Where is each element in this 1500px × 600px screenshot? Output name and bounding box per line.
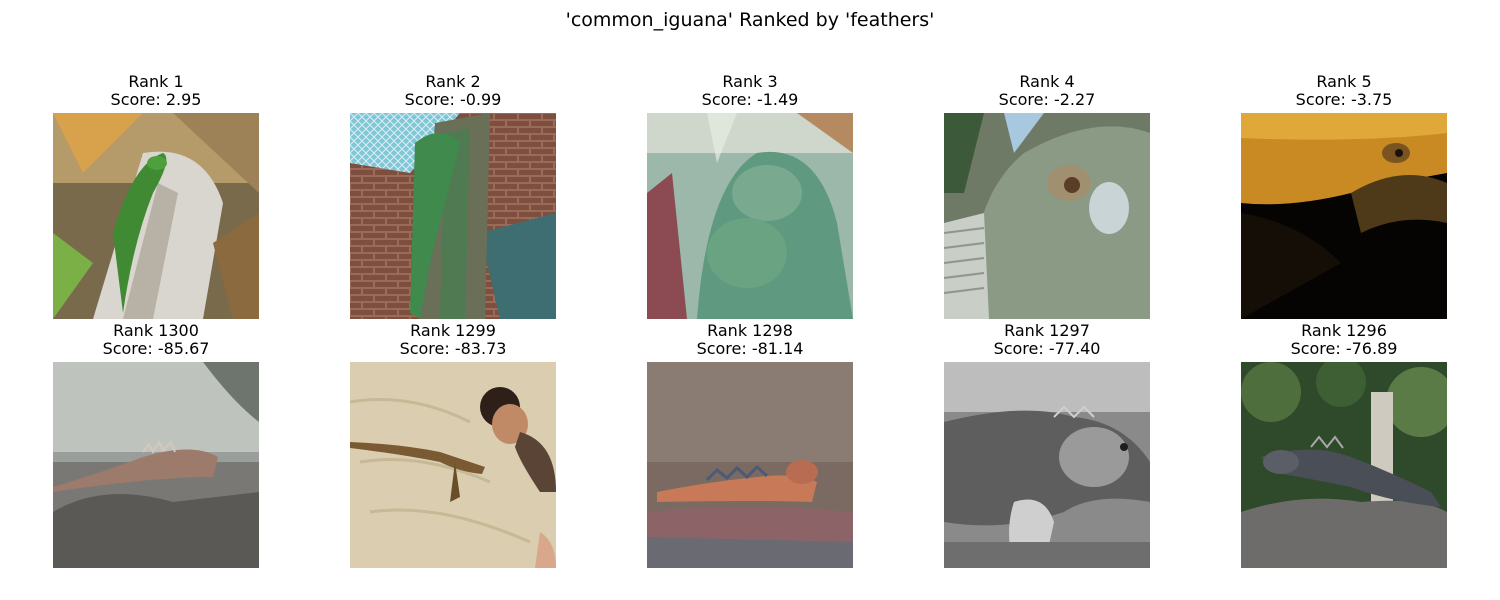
- iguana-in-glass-enclosure-image: [647, 113, 853, 319]
- result-caption: Rank 1298 Score: -81.14: [607, 322, 893, 358]
- marine-iguana-on-rock-image: [53, 362, 259, 568]
- rank-label: Rank 3: [722, 72, 778, 91]
- result-image: [53, 113, 259, 319]
- result-caption: Rank 1 Score: 2.95: [13, 73, 299, 109]
- result-image: [53, 362, 259, 568]
- iguana-on-sand-with-person-image: [350, 362, 556, 568]
- rank-label: Rank 1297: [1004, 321, 1090, 340]
- result-caption: Rank 5 Score: -3.75: [1201, 73, 1487, 109]
- rank-label: Rank 1299: [410, 321, 496, 340]
- rank-label: Rank 2: [425, 72, 481, 91]
- result-image: [350, 362, 556, 568]
- result-caption: Rank 1296 Score: -76.89: [1201, 322, 1487, 358]
- score-label: Score: -76.89: [1290, 339, 1398, 358]
- result-image: [350, 113, 556, 319]
- result-caption: Rank 1299 Score: -83.73: [310, 322, 596, 358]
- rank-label: Rank 5: [1316, 72, 1372, 91]
- result-image: [647, 362, 853, 568]
- iguana-grayscale-image: [944, 362, 1150, 568]
- score-label: Score: -2.27: [998, 90, 1096, 109]
- iguana-on-rock-foliage-image: [1241, 362, 1447, 568]
- rank-label: Rank 1298: [707, 321, 793, 340]
- result-image: [1241, 113, 1447, 319]
- result-image: [647, 113, 853, 319]
- result-caption: Rank 1297 Score: -77.40: [904, 322, 1190, 358]
- result-image: [944, 113, 1150, 319]
- score-label: Score: -77.40: [993, 339, 1101, 358]
- rank-label: Rank 4: [1019, 72, 1075, 91]
- result-caption: Rank 1300 Score: -85.67: [13, 322, 299, 358]
- rank-label: Rank 1300: [113, 321, 199, 340]
- figure-title: 'common_iguana' Ranked by 'feathers': [565, 9, 935, 31]
- score-label: Score: -83.73: [399, 339, 507, 358]
- score-label: Score: -85.67: [102, 339, 210, 358]
- rank-label: Rank 1296: [1301, 321, 1387, 340]
- score-label: Score: 2.95: [110, 90, 202, 109]
- iguana-closeup-scales-image: [944, 113, 1150, 319]
- iguana-on-palm-trunk-image: [53, 113, 259, 319]
- result-caption: Rank 2 Score: -0.99: [310, 73, 596, 109]
- result-image: [944, 362, 1150, 568]
- score-label: Score: -3.75: [1295, 90, 1393, 109]
- result-image: [1241, 362, 1447, 568]
- iguana-on-branch-brick-wall-image: [350, 113, 556, 319]
- score-label: Score: -1.49: [701, 90, 799, 109]
- result-caption: Rank 4 Score: -2.27: [904, 73, 1190, 109]
- score-label: Score: -81.14: [696, 339, 804, 358]
- red-iguana-on-stones-image: [647, 362, 853, 568]
- score-label: Score: -0.99: [404, 90, 502, 109]
- iguana-golden-dark-image: [1241, 113, 1447, 319]
- result-caption: Rank 3 Score: -1.49: [607, 73, 893, 109]
- rank-label: Rank 1: [128, 72, 184, 91]
